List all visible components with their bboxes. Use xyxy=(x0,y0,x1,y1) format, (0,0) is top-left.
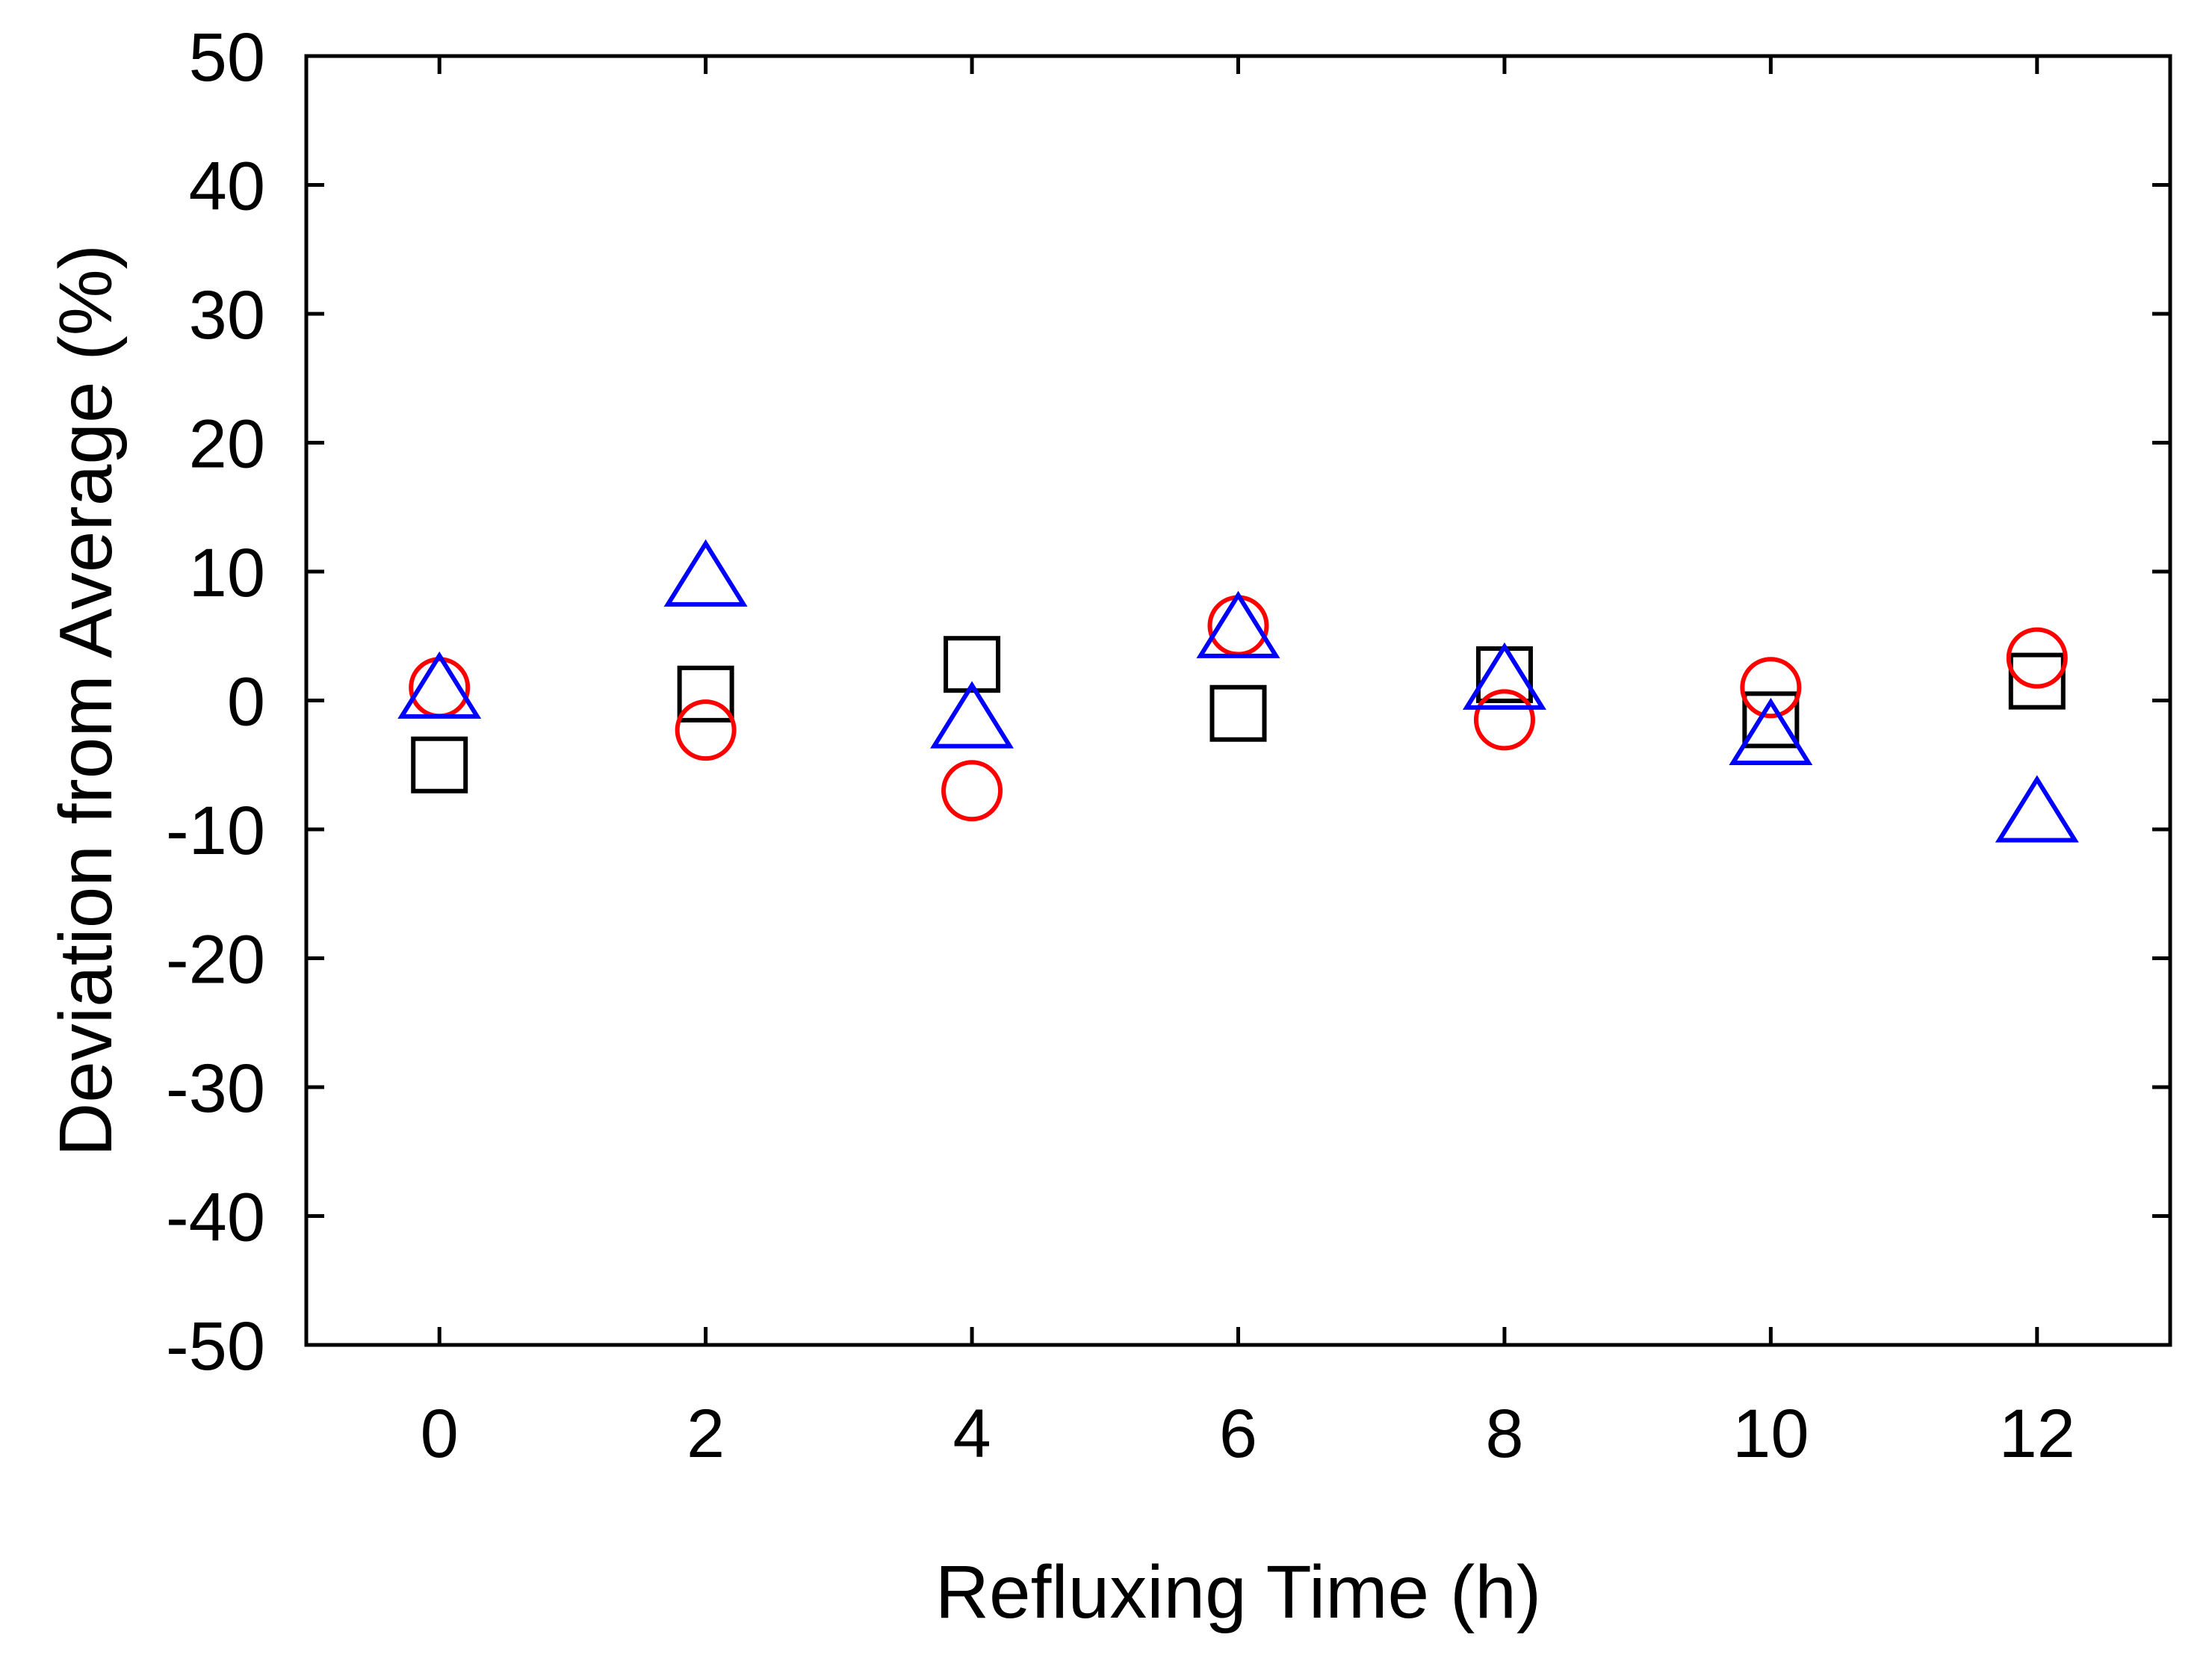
plot-frame xyxy=(304,54,2172,1347)
x-tick-label: 12 xyxy=(1999,1396,2075,1472)
y-tick-label: 20 xyxy=(189,406,265,483)
y-tick-label: 40 xyxy=(189,149,265,225)
square-point xyxy=(1742,691,1800,749)
x-tick-label: 4 xyxy=(952,1396,991,1472)
y-tick-label: -50 xyxy=(166,1308,265,1385)
square-point xyxy=(411,736,468,794)
square-point xyxy=(677,665,734,723)
y-axis-label: Deviation from Average (%) xyxy=(44,244,128,1157)
x-tick-label: 2 xyxy=(687,1396,725,1472)
y-tick-label: -30 xyxy=(166,1051,265,1127)
triangle-point xyxy=(1729,697,1813,765)
y-tick-label: 10 xyxy=(189,535,265,611)
y-tick-label: -10 xyxy=(166,793,265,869)
circle-point xyxy=(2006,627,2068,689)
y-tick-label: 0 xyxy=(227,664,265,740)
square-point xyxy=(1209,684,1267,742)
ticks-layer xyxy=(306,54,2170,1347)
tick-labels-layer: 0 2 4 6 8 10 12 -50 -40 -30 -20 -10 0 10 20 30 40 50 xyxy=(166,19,2075,1472)
x-tick-label: 6 xyxy=(1219,1396,1257,1472)
circle-point xyxy=(675,699,737,761)
y-tick-label: -20 xyxy=(166,922,265,998)
triangle-point xyxy=(397,651,482,719)
triangle-point xyxy=(1462,642,1546,710)
y-tick-label: 50 xyxy=(189,19,265,96)
square-point xyxy=(2008,652,2066,710)
triangle-point xyxy=(1995,775,2079,843)
triangle-point xyxy=(1196,590,1280,658)
triangle-point xyxy=(663,539,748,607)
points-layer xyxy=(397,539,2079,843)
x-tick-label: 8 xyxy=(1485,1396,1523,1472)
x-tick-label: 0 xyxy=(421,1396,459,1472)
x-tick-label: 10 xyxy=(1732,1396,1809,1472)
square-point xyxy=(944,636,1001,693)
circle-point xyxy=(941,760,1003,822)
y-tick-label: 30 xyxy=(189,277,265,353)
circle-point xyxy=(1473,689,1535,751)
y-tick-label: -40 xyxy=(166,1180,265,1256)
x-axis-label: Refluxing Time (h) xyxy=(935,1550,1541,1634)
circle-point xyxy=(1740,657,1802,719)
triangle-point xyxy=(930,681,1014,749)
